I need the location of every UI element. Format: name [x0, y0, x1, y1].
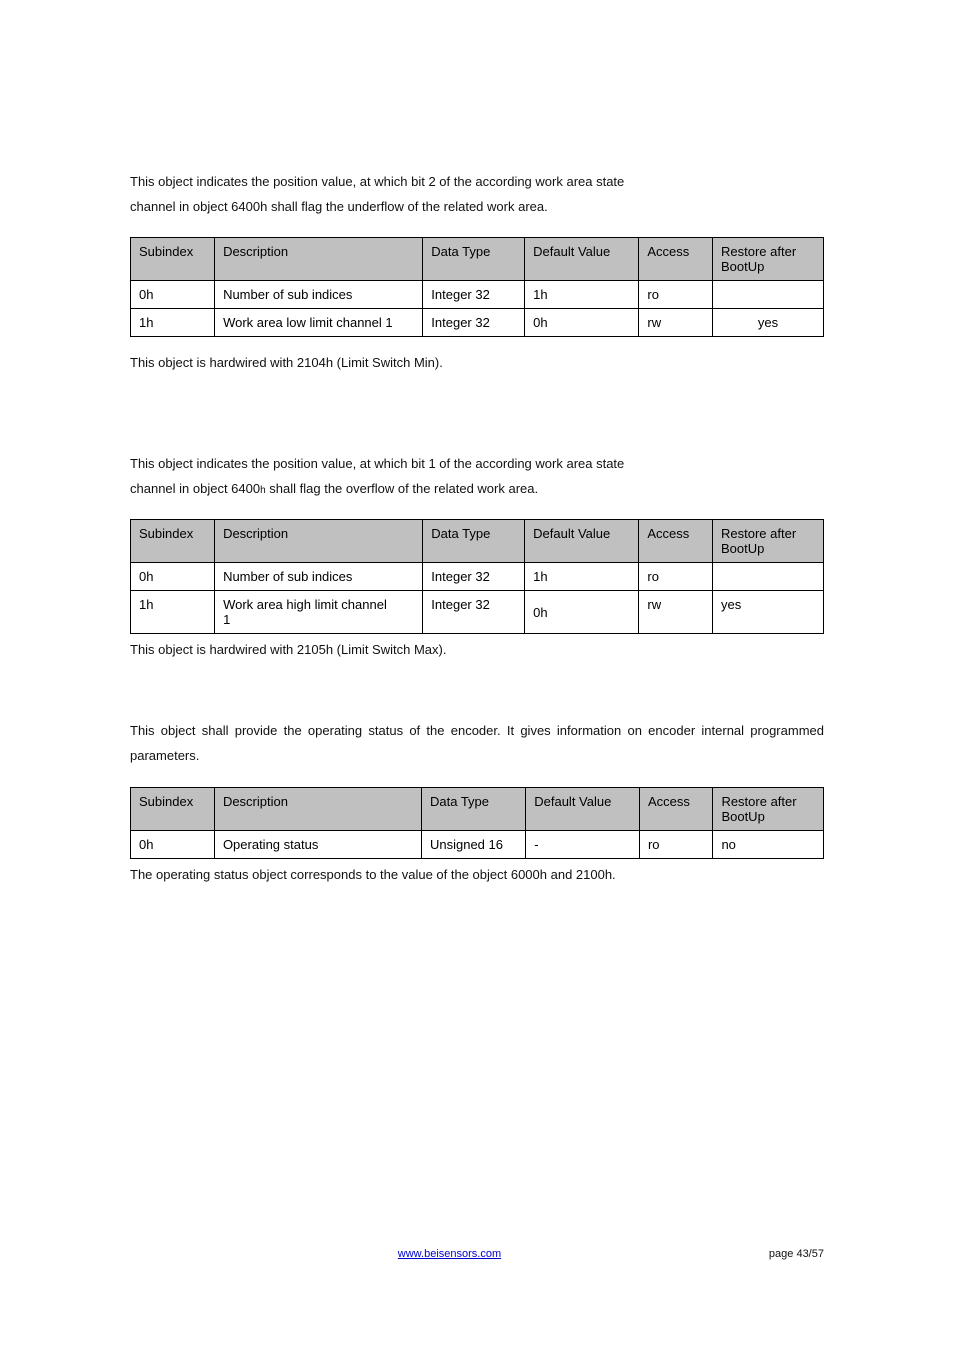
- table-row: 1h Work area high limit channel 1 Intege…: [131, 591, 824, 634]
- cell-access: rw: [639, 591, 713, 634]
- col-access-header: Access: [639, 520, 713, 563]
- cell-default: -: [526, 830, 640, 858]
- section2-intro-line2b: shall flag the overflow of the related w…: [266, 481, 538, 496]
- cell-datatype: Integer 32: [423, 591, 525, 634]
- section-gap: [130, 661, 824, 719]
- cell-access: ro: [639, 563, 713, 591]
- section2-table: Subindex Description Data Type Default V…: [130, 519, 824, 634]
- col-default-header: Default Value: [525, 238, 639, 281]
- cell-description: Work area high limit channel 1: [215, 591, 423, 634]
- section3-table: Subindex Description Data Type Default V…: [130, 787, 824, 859]
- cell-datatype: Integer 32: [423, 281, 525, 309]
- section1-table: Subindex Description Data Type Default V…: [130, 237, 824, 337]
- cell-default: 0h: [525, 309, 639, 337]
- col-default-header: Default Value: [525, 520, 639, 563]
- cell-restore: [713, 563, 824, 591]
- cell-description: Operating status: [214, 830, 421, 858]
- cell-restore: yes: [713, 309, 824, 337]
- col-datatype-header: Data Type: [423, 238, 525, 281]
- col-access-header: Access: [639, 238, 713, 281]
- cell-restore: [713, 281, 824, 309]
- col-subindex-header: Subindex: [131, 787, 215, 830]
- cell-description: Number of sub indices: [215, 563, 423, 591]
- cell-restore: no: [713, 830, 824, 858]
- cell-description: Work area low limit channel 1: [215, 309, 423, 337]
- cell-default: 1h: [525, 563, 639, 591]
- section-gap: [130, 394, 824, 452]
- section2-intro: This object indicates the position value…: [130, 452, 824, 501]
- cell-subindex: 0h: [131, 563, 215, 591]
- col-subindex-header: Subindex: [131, 238, 215, 281]
- table-header-row: Subindex Description Data Type Default V…: [131, 787, 824, 830]
- footer-link[interactable]: www.beisensors.com: [398, 1248, 501, 1260]
- section3-after: The operating status object corresponds …: [130, 865, 824, 886]
- col-datatype-header: Data Type: [421, 787, 525, 830]
- table-row: 0h Operating status Unsigned 16 - ro no: [131, 830, 824, 858]
- col-datatype-header: Data Type: [423, 520, 525, 563]
- cell-access: rw: [639, 309, 713, 337]
- cell-datatype: Integer 32: [423, 309, 525, 337]
- col-default-header: Default Value: [526, 787, 640, 830]
- col-restore-header: Restore after BootUp: [713, 238, 824, 281]
- cell-subindex: 0h: [131, 830, 215, 858]
- table-row: 0h Number of sub indices Integer 32 1h r…: [131, 281, 824, 309]
- table-row: 1h Work area low limit channel 1 Integer…: [131, 309, 824, 337]
- cell-datatype: Integer 32: [423, 563, 525, 591]
- col-description-header: Description: [215, 520, 423, 563]
- section2-intro-line2a: channel in object 6400: [130, 481, 260, 496]
- cell-default: 0h: [525, 591, 639, 634]
- page-container: This object indicates the position value…: [0, 0, 954, 1350]
- section2-after: This object is hardwired with 2105h (Lim…: [130, 640, 824, 661]
- cell-subindex: 1h: [131, 309, 215, 337]
- cell-default: 1h: [525, 281, 639, 309]
- col-description-header: Description: [215, 238, 423, 281]
- table-header-row: Subindex Description Data Type Default V…: [131, 238, 824, 281]
- section1-intro-line2: channel in object 6400h shall flag the u…: [130, 199, 548, 214]
- col-subindex-header: Subindex: [131, 520, 215, 563]
- col-description-header: Description: [214, 787, 421, 830]
- cell-access: ro: [639, 281, 713, 309]
- section1-intro: This object indicates the position value…: [130, 170, 824, 219]
- cell-subindex: 1h: [131, 591, 215, 634]
- table-row: 0h Number of sub indices Integer 32 1h r…: [131, 563, 824, 591]
- cell-datatype: Unsigned 16: [421, 830, 525, 858]
- table-header-row: Subindex Description Data Type Default V…: [131, 520, 824, 563]
- cell-subindex: 0h: [131, 281, 215, 309]
- section1-after: This object is hardwired with 2104h (Lim…: [130, 351, 824, 376]
- section1-intro-line1: This object indicates the position value…: [130, 174, 624, 189]
- cell-restore: yes: [713, 591, 824, 634]
- col-access-header: Access: [639, 787, 713, 830]
- col-restore-header: Restore after BootUp: [713, 787, 824, 830]
- cell-access: ro: [639, 830, 713, 858]
- cell-description: Number of sub indices: [215, 281, 423, 309]
- footer-center: www.beisensors.com: [398, 1248, 501, 1260]
- col-restore-header: Restore after BootUp: [713, 520, 824, 563]
- page-footer: www.beisensors.com page 43/57: [130, 1248, 824, 1260]
- footer-page-number: page 43/57: [769, 1248, 824, 1260]
- section2-intro-line1: This object indicates the position value…: [130, 456, 624, 471]
- section3-intro: This object shall provide the operating …: [130, 719, 824, 768]
